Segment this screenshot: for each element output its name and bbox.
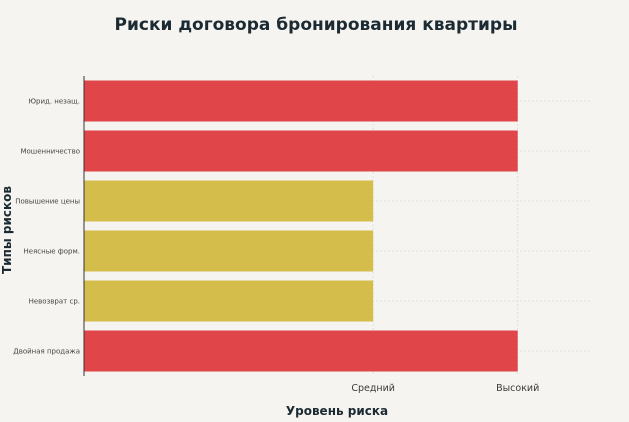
category-label: Двойная продажа	[13, 348, 80, 356]
x-tick-label: Высокий	[496, 383, 539, 394]
bar	[84, 280, 374, 322]
bar	[84, 80, 518, 122]
bar	[84, 180, 374, 222]
category-label: Неясные форм.	[24, 248, 80, 256]
category-label: Мошенничество	[20, 148, 80, 156]
category-label: Повышение цены	[15, 198, 80, 206]
chart-title: Риски договора бронирования квартиры	[115, 15, 518, 35]
category-label: Невозврат ср.	[29, 298, 80, 306]
bar	[84, 230, 374, 272]
y-axis-title: Типы рисков	[0, 186, 14, 274]
bar	[84, 130, 518, 172]
x-axis-title: Уровень риска	[286, 404, 388, 418]
category-labels: Юрид. незащ. Мошенничество Повышение цены Н…	[13, 98, 80, 356]
bar	[84, 330, 518, 372]
bars	[84, 80, 518, 372]
category-label: Юрид. незащ.	[28, 98, 80, 106]
x-tick-label: Средний	[351, 383, 395, 394]
x-tick-labels: Средний Высокий	[351, 383, 539, 394]
